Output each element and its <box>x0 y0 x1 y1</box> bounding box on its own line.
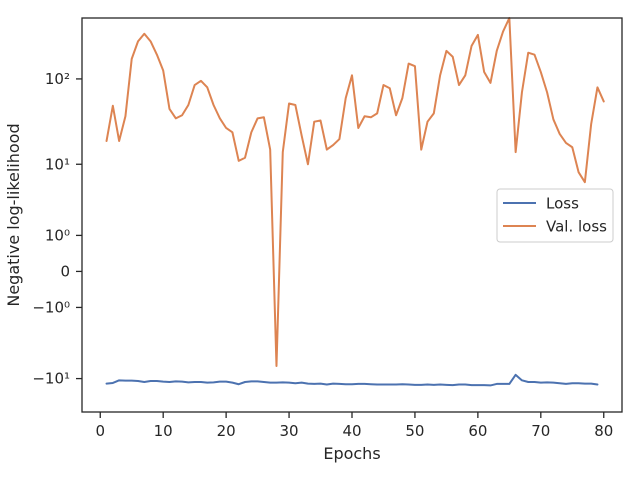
legend: Loss Val. loss <box>496 188 614 243</box>
series-line-loss <box>105 373 599 387</box>
y-tick-label: 10² <box>45 70 70 88</box>
x-tick-label: 0 <box>95 422 105 440</box>
x-tick-label: 30 <box>280 422 299 440</box>
y-tick-label: −10⁰ <box>32 298 70 316</box>
legend-label-val-loss: Val. loss <box>546 218 607 236</box>
y-tick-label: 0 <box>60 262 70 280</box>
x-tick-label: 40 <box>342 422 361 440</box>
x-tick-label: 20 <box>217 422 236 440</box>
x-tick-label: 50 <box>405 422 424 440</box>
series-layer <box>105 17 605 387</box>
y-axis-label: Negative log-likelihood <box>4 123 23 306</box>
series-line-val-loss <box>105 17 605 367</box>
y-tick-label: −10¹ <box>32 370 70 388</box>
y-tick-label: 10¹ <box>45 155 70 173</box>
x-tick-label: 70 <box>531 422 550 440</box>
x-tick-label: 80 <box>594 422 613 440</box>
y-tick-label: 10⁰ <box>45 226 70 244</box>
x-tick-label: 10 <box>154 422 173 440</box>
x-tick-label: 60 <box>468 422 487 440</box>
legend-label-loss: Loss <box>546 195 579 213</box>
x-ticks: 0 10 20 30 40 50 60 70 80 <box>95 412 613 440</box>
y-ticks: −10¹ −10⁰ 0 10⁰ 10¹ 10² <box>32 70 82 388</box>
x-axis-label: Epochs <box>323 444 380 463</box>
